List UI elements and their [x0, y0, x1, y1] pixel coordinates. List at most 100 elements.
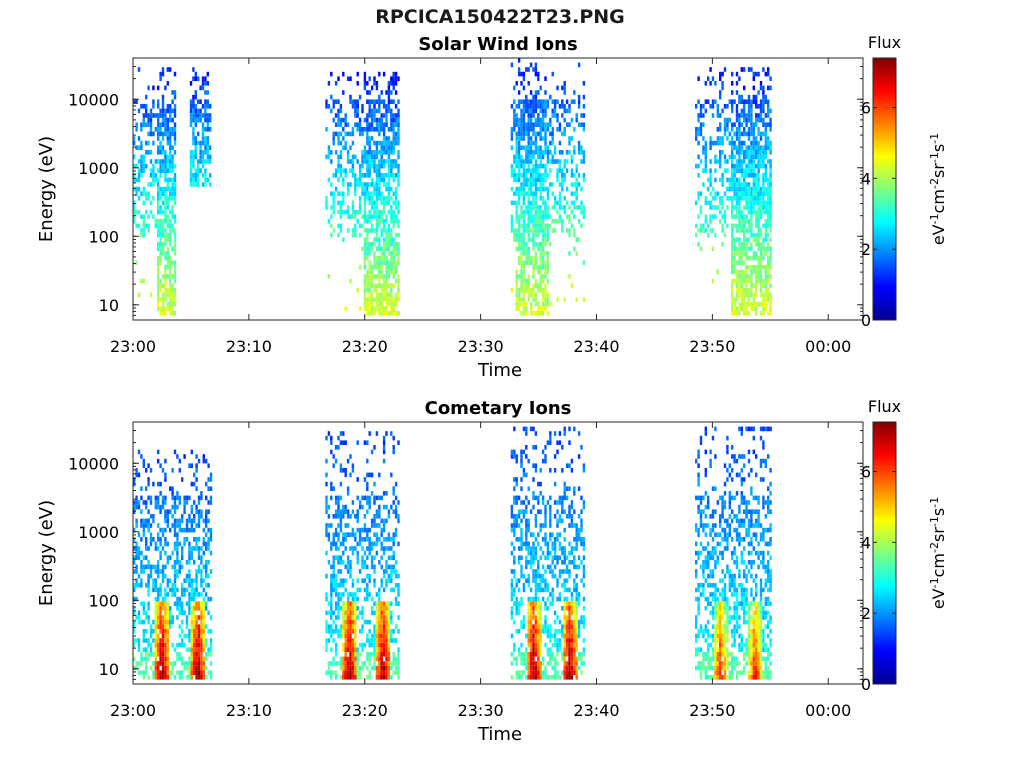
flux-cell	[207, 583, 210, 588]
flux-cell	[515, 173, 518, 178]
flux-cell	[349, 159, 352, 164]
flux-cell	[387, 564, 391, 570]
flux-cell	[380, 647, 383, 652]
flux-cell	[363, 182, 367, 187]
flux-cell	[185, 619, 189, 625]
flux-cell	[534, 652, 538, 657]
flux-cell	[178, 656, 181, 662]
flux-cell	[337, 191, 340, 196]
flux-cell	[133, 500, 136, 505]
flux-cell	[539, 246, 542, 252]
flux-cell	[699, 223, 703, 229]
flux-cell	[515, 186, 518, 192]
flux-cell	[525, 564, 528, 570]
flux-cell	[207, 527, 210, 533]
flux-cell	[394, 246, 398, 252]
flux-cell	[390, 140, 393, 146]
flux-cell	[133, 624, 136, 629]
flux-cell	[767, 232, 770, 238]
flux-cell	[363, 440, 367, 445]
flux-cell	[137, 661, 141, 666]
flux-cell	[520, 661, 523, 666]
flux-cell	[532, 491, 535, 496]
flux-cell	[344, 670, 347, 675]
flux-cell	[397, 647, 400, 652]
flux-cell	[510, 127, 514, 132]
flux-cell	[577, 104, 581, 109]
flux-cell	[145, 163, 148, 169]
flux-cell	[573, 200, 576, 206]
flux-cell	[735, 182, 739, 187]
flux-cell	[767, 71, 770, 77]
flux-cell	[325, 638, 328, 643]
flux-cell	[209, 652, 213, 657]
flux-cell	[532, 163, 535, 169]
flux-cell	[517, 537, 521, 542]
flux-cell	[387, 573, 391, 579]
flux-cell	[532, 67, 535, 72]
flux-cell	[204, 117, 207, 123]
flux-cell	[159, 661, 162, 666]
flux-cell	[157, 113, 160, 118]
flux-cell	[385, 301, 388, 307]
flux-cell	[166, 182, 169, 187]
flux-cell	[385, 196, 388, 201]
flux-cell	[368, 173, 371, 178]
flux-cell	[397, 297, 400, 302]
flux-cell	[337, 532, 340, 537]
flux-cell	[171, 90, 174, 95]
flux-cell	[209, 127, 212, 132]
flux-cell	[539, 661, 542, 666]
flux-cell	[166, 205, 169, 210]
flux-cell	[204, 145, 207, 150]
flux-cell	[397, 440, 400, 445]
flux-cell	[375, 127, 379, 132]
flux-cell	[510, 578, 514, 583]
flux-cell	[390, 173, 393, 178]
flux-cell	[385, 232, 388, 238]
flux-cell	[161, 150, 165, 155]
flux-cell	[563, 131, 566, 137]
flux-cell	[764, 136, 767, 141]
flux-cell	[325, 629, 328, 634]
flux-cell	[517, 122, 521, 127]
flux-cell	[147, 675, 150, 680]
flux-cell	[762, 186, 765, 192]
flux-cell	[704, 150, 707, 155]
flux-cell	[194, 150, 197, 155]
flux-cell	[137, 177, 141, 183]
flux-cell	[561, 205, 564, 210]
flux-cell	[207, 546, 210, 551]
flux-cell	[546, 196, 550, 201]
flux-cell	[520, 537, 523, 542]
flux-cell	[161, 504, 165, 510]
flux-cell	[529, 306, 533, 311]
flux-cell	[539, 177, 542, 183]
flux-cell	[356, 550, 359, 556]
flux-cell	[157, 546, 160, 551]
flux-cell	[738, 117, 741, 123]
flux-cell	[544, 569, 547, 574]
flux-cell	[169, 127, 172, 132]
flux-cell	[195, 615, 198, 620]
flux-cell	[193, 537, 196, 542]
flux-cell	[325, 642, 328, 648]
flux-cell	[709, 214, 712, 219]
flux-cell	[515, 177, 518, 183]
flux-cell	[380, 246, 383, 252]
flux-cell	[525, 665, 528, 671]
flux-cell	[382, 550, 386, 556]
flux-cell	[387, 209, 391, 215]
flux-cell	[382, 260, 386, 265]
flux-cell	[755, 122, 758, 127]
flux-cell	[738, 214, 741, 219]
flux-cell	[397, 223, 400, 229]
flux-cell	[375, 177, 379, 183]
flux-cell	[188, 541, 191, 547]
flux-cell	[392, 242, 395, 247]
flux-cell	[697, 163, 700, 169]
flux-cell	[385, 292, 388, 298]
flux-cell	[738, 237, 741, 242]
flux-cell	[358, 131, 362, 137]
flux-cell	[573, 191, 576, 196]
